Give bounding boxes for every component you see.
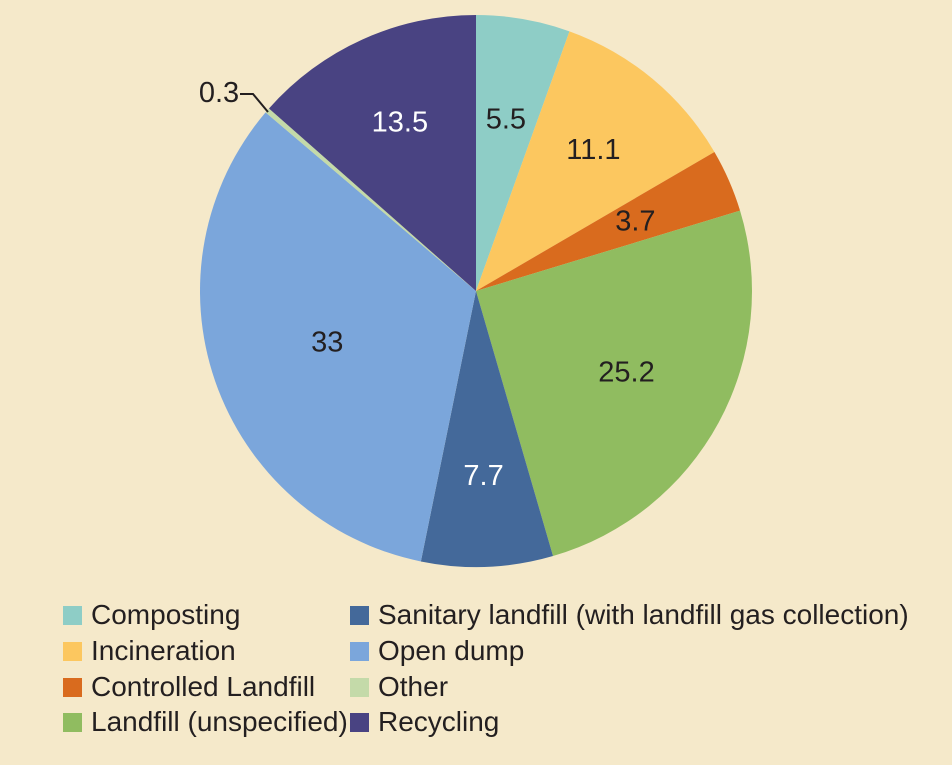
slice-value-label-controlled-landfill: 3.7 (615, 205, 655, 237)
pie-slice-open-dump (200, 112, 476, 562)
pie-slice-landfill-unspecified (476, 210, 752, 557)
pie-slice-composting (476, 15, 570, 291)
slice-value-label-composting: 5.5 (486, 104, 526, 136)
slice-value-label-other: 0.3 (199, 77, 239, 109)
pie-slice-incineration (476, 31, 715, 291)
pie-slice-controlled-landfill (476, 152, 741, 291)
slice-value-label-incineration: 11.1 (566, 134, 620, 166)
slice-value-label-sanitary-landfill-with-landfill-gas-collection: 7.7 (463, 460, 503, 492)
pie-slice-sanitary-landfill-with-landfill-gas-collection (420, 291, 553, 567)
pie-slice-recycling (268, 15, 476, 291)
slice-value-label-landfill-unspecified: 25.2 (598, 357, 654, 389)
callout-line-other (240, 93, 269, 113)
pie-slice-other (265, 108, 476, 291)
slice-value-label-open-dump: 33 (311, 326, 343, 358)
slice-value-label-recycling: 13.5 (372, 107, 428, 139)
